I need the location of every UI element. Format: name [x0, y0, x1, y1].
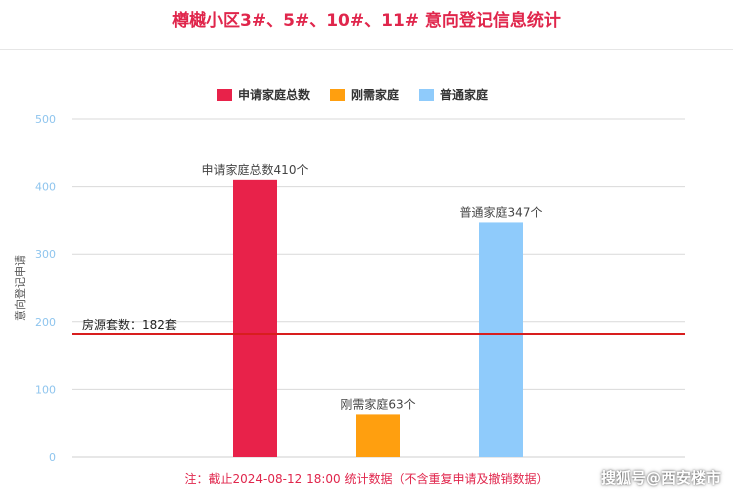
footnote: 注：截止2024-08-12 18:00 统计数据（不含重复申请及撤销数据） [184, 472, 549, 486]
bar [356, 414, 400, 457]
legend-label: 申请家庭总数 [238, 87, 311, 102]
data-label: 申请家庭总数410个 [202, 162, 309, 177]
legend-swatch [419, 89, 434, 101]
title-divider [0, 49, 733, 50]
y-tick-label: 0 [49, 451, 56, 464]
watermark: 搜狐号@西安楼市 [600, 469, 721, 487]
y-tick-label: 400 [35, 181, 56, 194]
bar [479, 222, 523, 457]
y-tick-label: 500 [35, 113, 56, 126]
legend-swatch [217, 89, 232, 101]
y-tick-label: 100 [35, 383, 56, 396]
bar [233, 179, 277, 457]
legend-label: 普通家庭 [440, 87, 488, 102]
y-tick-label: 200 [35, 316, 56, 329]
legend-label: 刚需家庭 [351, 87, 399, 102]
y-tick-label: 300 [35, 248, 56, 261]
data-label: 刚需家庭63个 [340, 396, 415, 411]
reference-line-label: 房源套数：182套 [82, 317, 177, 332]
chart-title: 樽樾小区3#、5#、10#、11# 意向登记信息统计 [172, 11, 561, 31]
y-axis-label: 意向登记申请 [13, 255, 27, 321]
legend-swatch [330, 89, 345, 101]
data-label: 普通家庭347个 [460, 204, 543, 219]
